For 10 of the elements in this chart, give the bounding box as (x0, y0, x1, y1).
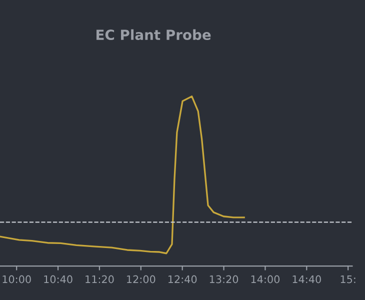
x-tick-label: 10:00 (2, 275, 31, 284)
chart-title: EC Plant Probe (96, 29, 211, 40)
x-tick-label: 10:40 (44, 275, 72, 284)
x-tick-label: 14:40 (292, 275, 321, 284)
x-tick-label: 13:20 (210, 275, 238, 284)
x-tick-label: 12:00 (127, 275, 156, 284)
x-tick-label: 15: (340, 275, 356, 284)
x-tick-label: 14:00 (251, 275, 280, 284)
x-tick-label: 12:40 (168, 275, 197, 284)
x-tick-label: 11:20 (86, 275, 114, 284)
